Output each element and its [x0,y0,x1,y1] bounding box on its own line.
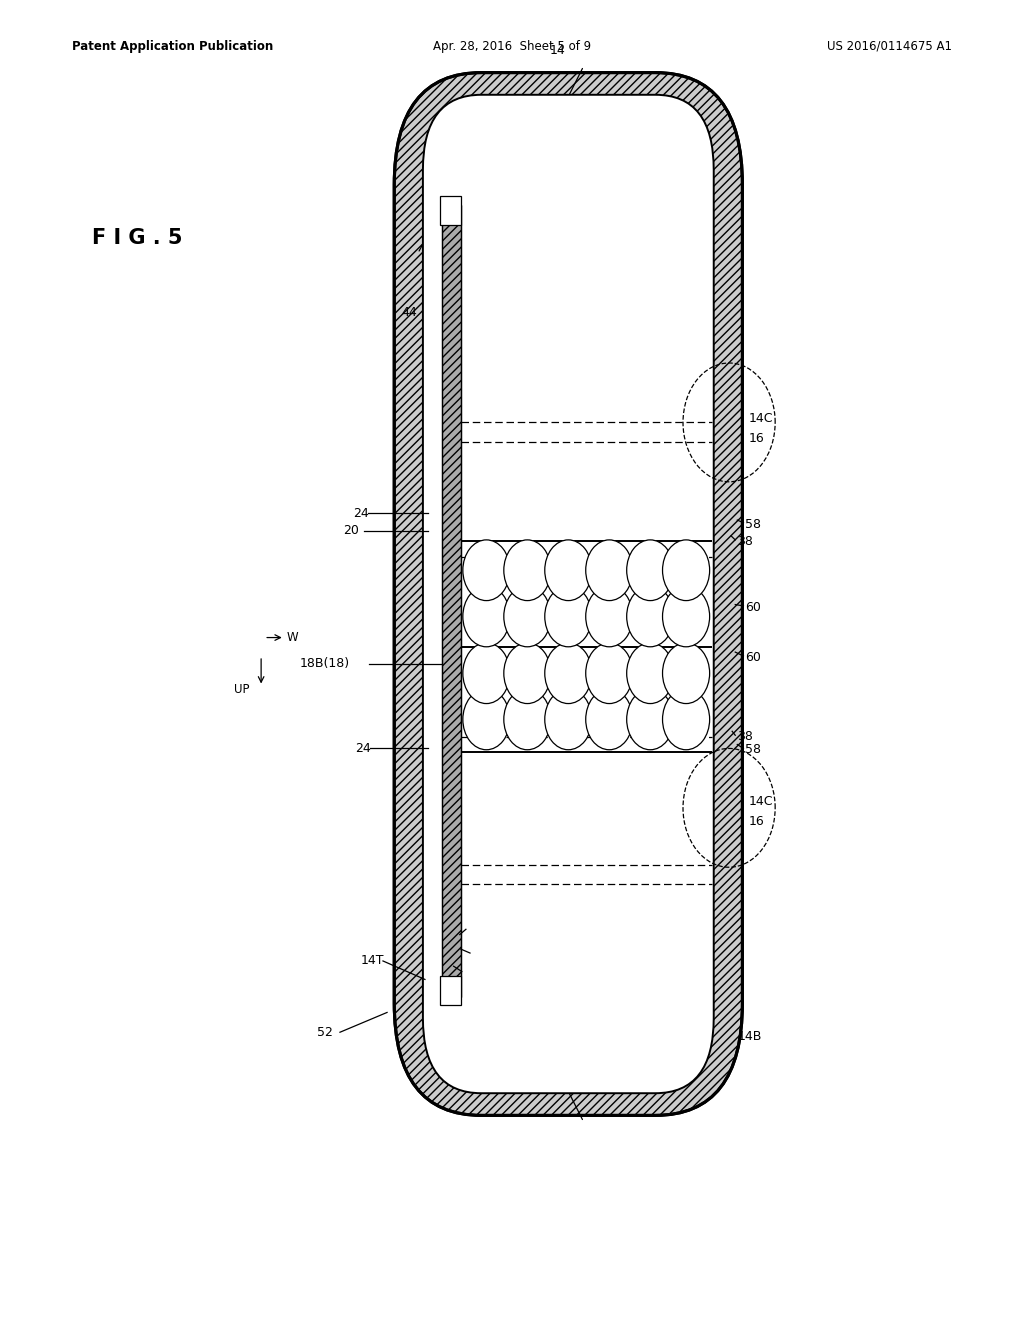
Text: 60: 60 [745,601,762,614]
Circle shape [663,643,710,704]
Text: 18B(18): 18B(18) [300,657,350,671]
Text: 14C: 14C [749,412,773,425]
Circle shape [463,586,510,647]
Bar [442,205,461,997]
Text: 56: 56 [449,218,465,231]
Text: 44: 44 [401,306,417,319]
Circle shape [545,540,592,601]
Circle shape [545,689,592,750]
Text: 60: 60 [745,651,762,664]
Circle shape [463,540,510,601]
Text: 14B: 14B [737,1030,762,1043]
Circle shape [627,689,674,750]
Text: 58: 58 [745,517,762,531]
Text: 18A(18): 18A(18) [447,948,498,961]
Circle shape [545,643,592,704]
Text: 62: 62 [502,201,517,214]
Bar [440,977,461,1006]
Circle shape [545,586,592,647]
Circle shape [586,540,633,601]
Text: 52: 52 [317,1026,334,1039]
Text: 14T: 14T [360,954,384,968]
Bar [442,205,461,997]
Circle shape [627,586,674,647]
Circle shape [586,689,633,750]
Text: 14C: 14C [749,795,773,808]
Text: 16: 16 [749,432,764,445]
Text: F I G . 5: F I G . 5 [92,227,182,248]
Text: Patent Application Publication: Patent Application Publication [72,40,273,53]
Text: 38: 38 [737,535,754,548]
Circle shape [663,586,710,647]
Circle shape [504,540,551,601]
Circle shape [463,643,510,704]
Bar [440,195,461,224]
Text: 18A(18): 18A(18) [440,238,490,251]
Circle shape [504,689,551,750]
FancyBboxPatch shape [423,95,714,1093]
Circle shape [586,643,633,704]
Circle shape [504,586,551,647]
Text: 24: 24 [353,507,369,520]
Circle shape [504,643,551,704]
Circle shape [627,643,674,704]
FancyBboxPatch shape [394,73,742,1115]
Text: 24: 24 [355,742,371,755]
Text: 18T: 18T [447,966,471,979]
Circle shape [663,540,710,601]
Text: 58: 58 [745,743,762,756]
Text: UP: UP [234,682,250,696]
Text: 56: 56 [456,928,472,941]
FancyBboxPatch shape [423,95,714,1093]
Text: 20: 20 [343,524,359,537]
Text: 16: 16 [749,814,764,828]
Text: US 2016/0114675 A1: US 2016/0114675 A1 [827,40,952,53]
Circle shape [663,689,710,750]
Text: 38: 38 [737,730,754,743]
Text: 18T: 18T [440,257,464,271]
Text: Apr. 28, 2016  Sheet 5 of 9: Apr. 28, 2016 Sheet 5 of 9 [433,40,591,53]
Text: W: W [287,631,298,644]
Text: 14: 14 [550,44,565,57]
Circle shape [463,689,510,750]
Circle shape [586,586,633,647]
Circle shape [627,540,674,601]
